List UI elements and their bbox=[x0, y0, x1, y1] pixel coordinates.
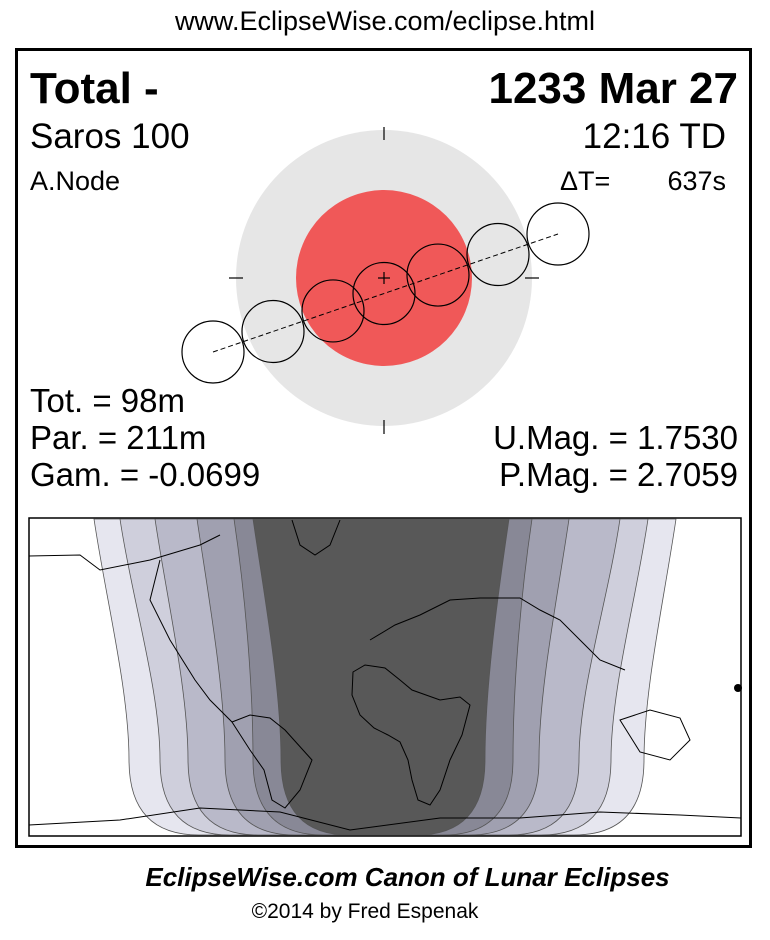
delta-t-value: 637s bbox=[667, 166, 726, 196]
moon-position bbox=[181, 320, 245, 384]
node-label: A.Node bbox=[30, 166, 121, 196]
world-map bbox=[28, 517, 742, 837]
moon-position bbox=[241, 299, 305, 364]
eclipse-time: 12:16 TD bbox=[582, 117, 726, 156]
moon-position bbox=[352, 261, 416, 326]
totality-duration: Tot. = 98m bbox=[30, 382, 185, 419]
delta-t-label: ΔT= bbox=[560, 166, 611, 196]
penumbral-magnitude: P.Mag. = 2.7059 bbox=[499, 456, 738, 493]
axis-ticks bbox=[229, 127, 539, 434]
moon-path-line bbox=[212, 233, 559, 353]
footer-title: EclipseWise.com Canon of Lunar Eclipses bbox=[145, 862, 670, 892]
partial-duration: Par. = 211m bbox=[30, 419, 207, 456]
eclipse-date: 1233 Mar 27 bbox=[488, 64, 738, 113]
moon-position bbox=[466, 222, 530, 287]
saros-number: Saros 100 bbox=[30, 117, 190, 156]
header-url: www.EclipseWise.com/eclipse.html bbox=[174, 6, 596, 36]
visibility-band bbox=[252, 518, 510, 836]
eclipse-frame bbox=[15, 48, 752, 848]
moon-position bbox=[406, 243, 470, 307]
coastlines bbox=[28, 519, 742, 831]
gamma-value: Gam. = -0.0699 bbox=[30, 456, 261, 493]
moon-position bbox=[301, 279, 365, 343]
umbral-magnitude: U.Mag. = 1.7530 bbox=[493, 419, 738, 456]
eclipse-type: Total - bbox=[30, 64, 159, 113]
footer-copyright: ©2014 by Fred Espenak bbox=[251, 900, 479, 923]
moon-position bbox=[526, 202, 590, 266]
